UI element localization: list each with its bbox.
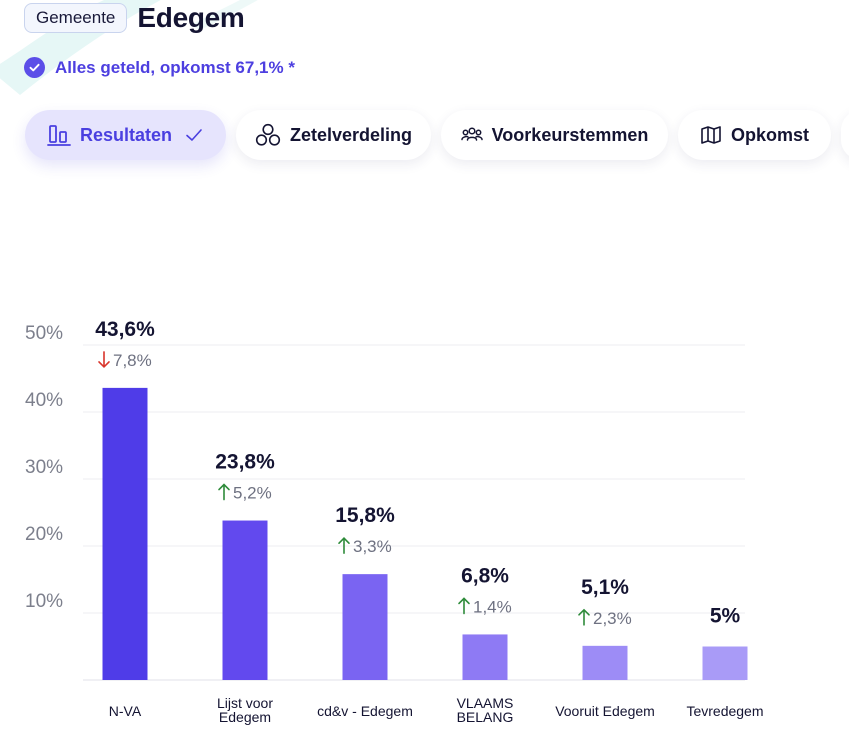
bar-3 [462,634,508,680]
change-label: 1,4% [473,597,512,616]
tab-voorkeurstemmen[interactable]: Voorkeurstemmen [441,110,668,160]
tab-label: Resultaten [79,124,173,145]
data-label: 5,1% [581,576,629,599]
category-label: VLAAMS [457,695,514,711]
bar-0 [102,387,148,680]
data-label: 5% [710,605,741,628]
view-tabs: Resultaten Zetelverdeling Voorkeur [25,110,841,160]
data-label: 15,8% [335,504,395,527]
municipality-badge: Gemeente [24,3,128,33]
tab-label: Opkomst [730,124,809,145]
people-icon [460,125,483,145]
count-status: Alles geteld, opkomst 67,1% * [24,57,295,78]
bar-1 [222,520,268,680]
change-label: 5,2% [233,484,272,503]
category-label: Lijst voor [217,695,273,711]
check-icon [184,125,204,145]
header: Gemeente Edegem [24,2,245,34]
category-label: Vooruit Edegem [555,703,655,719]
tab-label: Voorkeurstemmen [491,124,649,145]
bar-2 [342,574,388,680]
tab-opkomst[interactable]: Opkomst [678,110,831,160]
arrow-up-icon [338,537,350,554]
arrow-up-icon [578,608,590,626]
bar-chart-icon [47,123,71,147]
y-tick-label: 40% [25,390,63,411]
seats-circles-icon [255,123,281,147]
tab-resultaten[interactable]: Resultaten [25,110,226,160]
y-tick-label: 50% [25,323,63,344]
y-tick-label: 10% [25,591,63,612]
category-label: N-VA [109,703,142,719]
page-title: Edegem [137,2,245,33]
status-text: Alles geteld, opkomst 67,1% * [55,57,295,77]
change-label: 2,3% [593,609,632,628]
bar-4 [582,645,628,680]
tab-label: Zetelverdeling [289,124,413,145]
arrow-up-icon [218,483,230,501]
tab-zetelverdeling[interactable]: Zetelverdeling [236,110,431,160]
arrow-up-icon [458,597,470,615]
category-label: Tevredegem [686,703,763,719]
data-label: 43,6% [95,318,155,341]
category-label: Edegem [219,709,271,725]
change-label: 3,3% [353,537,392,556]
arrow-down-icon [98,351,110,369]
y-tick-label: 20% [25,524,63,545]
category-label: cd&v - Edegem [317,703,413,719]
data-label: 23,8% [215,451,275,474]
tab-next-partial[interactable] [841,110,849,160]
category-label: BELANG [457,709,514,725]
y-tick-label: 30% [25,457,63,478]
bar-5 [702,646,748,680]
data-label: 6,8% [461,564,509,587]
check-circle-icon [24,57,45,78]
change-label: 7,8% [113,351,152,370]
map-icon [700,125,722,145]
